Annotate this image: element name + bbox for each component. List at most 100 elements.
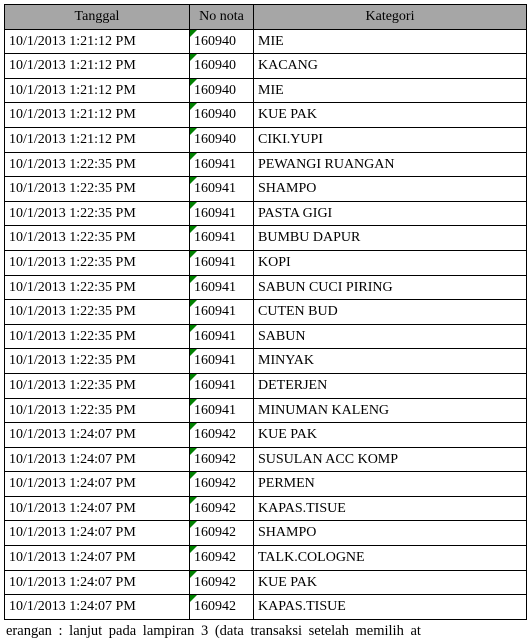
cell-date: 10/1/2013 1:21:12 PM xyxy=(5,103,190,128)
table-row: 10/1/2013 1:21:12 PM160940MIE xyxy=(5,78,527,103)
cell-nota: 160941 xyxy=(190,349,254,374)
cell-category: MINUMAN KALENG xyxy=(254,398,527,423)
cell-category: KAPAS.TISUE xyxy=(254,595,527,620)
cell-date: 10/1/2013 1:22:35 PM xyxy=(5,275,190,300)
cell-nota: 160940 xyxy=(190,103,254,128)
table-row: 10/1/2013 1:24:07 PM160942PERMEN xyxy=(5,472,527,497)
header-category: Kategori xyxy=(254,5,527,30)
cell-category: MIE xyxy=(254,78,527,103)
cell-category: DETERJEN xyxy=(254,373,527,398)
table-row: 10/1/2013 1:21:12 PM160940CIKI.YUPI xyxy=(5,127,527,152)
cell-nota: 160940 xyxy=(190,127,254,152)
cell-nota: 160941 xyxy=(190,398,254,423)
cell-category: PEWANGI RUANGAN xyxy=(254,152,527,177)
cell-nota: 160941 xyxy=(190,177,254,202)
cell-category: SUSULAN ACC KOMP xyxy=(254,447,527,472)
cell-category: KUE PAK xyxy=(254,423,527,448)
cell-date: 10/1/2013 1:21:12 PM xyxy=(5,127,190,152)
table-row: 10/1/2013 1:21:12 PM160940KACANG xyxy=(5,54,527,79)
table-row: 10/1/2013 1:21:12 PM160940MIE xyxy=(5,29,527,54)
cell-date: 10/1/2013 1:24:07 PM xyxy=(5,423,190,448)
cell-nota: 160942 xyxy=(190,447,254,472)
cell-date: 10/1/2013 1:24:07 PM xyxy=(5,472,190,497)
cell-category: CUTEN BUD xyxy=(254,300,527,325)
cell-category: KUE PAK xyxy=(254,103,527,128)
footer-caption: erangan : lanjut pada lampiran 3 (data t… xyxy=(4,623,526,640)
cell-date: 10/1/2013 1:22:35 PM xyxy=(5,300,190,325)
cell-nota: 160941 xyxy=(190,275,254,300)
cell-date: 10/1/2013 1:21:12 PM xyxy=(5,29,190,54)
cell-category: BUMBU DAPUR xyxy=(254,226,527,251)
table-row: 10/1/2013 1:22:35 PM160941PEWANGI RUANGA… xyxy=(5,152,527,177)
cell-date: 10/1/2013 1:22:35 PM xyxy=(5,177,190,202)
cell-nota: 160942 xyxy=(190,546,254,571)
cell-date: 10/1/2013 1:22:35 PM xyxy=(5,349,190,374)
cell-nota: 160942 xyxy=(190,521,254,546)
cell-date: 10/1/2013 1:22:35 PM xyxy=(5,373,190,398)
table-row: 10/1/2013 1:24:07 PM160942KAPAS.TISUE xyxy=(5,595,527,620)
cell-nota: 160941 xyxy=(190,373,254,398)
cell-category: KOPI xyxy=(254,250,527,275)
cell-nota: 160941 xyxy=(190,226,254,251)
table-row: 10/1/2013 1:24:07 PM160942KUE PAK xyxy=(5,423,527,448)
table-row: 10/1/2013 1:24:07 PM160942SHAMPO xyxy=(5,521,527,546)
cell-date: 10/1/2013 1:22:35 PM xyxy=(5,324,190,349)
cell-date: 10/1/2013 1:21:12 PM xyxy=(5,78,190,103)
cell-category: SHAMPO xyxy=(254,177,527,202)
cell-date: 10/1/2013 1:22:35 PM xyxy=(5,226,190,251)
cell-nota: 160942 xyxy=(190,570,254,595)
cell-date: 10/1/2013 1:24:07 PM xyxy=(5,521,190,546)
table-row: 10/1/2013 1:22:35 PM160941SHAMPO xyxy=(5,177,527,202)
cell-category: KAPAS.TISUE xyxy=(254,496,527,521)
table-header-row: Tanggal No nota Kategori xyxy=(5,5,527,30)
cell-category: SHAMPO xyxy=(254,521,527,546)
table-row: 10/1/2013 1:22:35 PM160941MINUMAN KALENG xyxy=(5,398,527,423)
table-row: 10/1/2013 1:22:35 PM160941SABUN xyxy=(5,324,527,349)
cell-nota: 160941 xyxy=(190,324,254,349)
cell-category: PASTA GIGI xyxy=(254,201,527,226)
cell-date: 10/1/2013 1:24:07 PM xyxy=(5,595,190,620)
cell-nota: 160940 xyxy=(190,54,254,79)
table-row: 10/1/2013 1:22:35 PM160941MINYAK xyxy=(5,349,527,374)
header-date: Tanggal xyxy=(5,5,190,30)
cell-date: 10/1/2013 1:21:12 PM xyxy=(5,54,190,79)
table-row: 10/1/2013 1:24:07 PM160942KUE PAK xyxy=(5,570,527,595)
cell-category: KUE PAK xyxy=(254,570,527,595)
cell-category: MINYAK xyxy=(254,349,527,374)
cell-category: MIE xyxy=(254,29,527,54)
table-row: 10/1/2013 1:22:35 PM160941CUTEN BUD xyxy=(5,300,527,325)
cell-date: 10/1/2013 1:22:35 PM xyxy=(5,201,190,226)
table-row: 10/1/2013 1:22:35 PM160941DETERJEN xyxy=(5,373,527,398)
cell-nota: 160941 xyxy=(190,300,254,325)
cell-nota: 160942 xyxy=(190,496,254,521)
cell-date: 10/1/2013 1:24:07 PM xyxy=(5,570,190,595)
cell-date: 10/1/2013 1:22:35 PM xyxy=(5,250,190,275)
cell-category: CIKI.YUPI xyxy=(254,127,527,152)
table-row: 10/1/2013 1:22:35 PM160941KOPI xyxy=(5,250,527,275)
cell-nota: 160942 xyxy=(190,472,254,497)
cell-nota: 160940 xyxy=(190,78,254,103)
cell-category: TALK.COLOGNE xyxy=(254,546,527,571)
table-body: 10/1/2013 1:21:12 PM160940MIE10/1/2013 1… xyxy=(5,29,527,619)
cell-category: KACANG xyxy=(254,54,527,79)
table-row: 10/1/2013 1:21:12 PM160940KUE PAK xyxy=(5,103,527,128)
table-row: 10/1/2013 1:24:07 PM160942KAPAS.TISUE xyxy=(5,496,527,521)
table-row: 10/1/2013 1:24:07 PM160942TALK.COLOGNE xyxy=(5,546,527,571)
cell-date: 10/1/2013 1:22:35 PM xyxy=(5,152,190,177)
cell-nota: 160941 xyxy=(190,201,254,226)
header-nota: No nota xyxy=(190,5,254,30)
cell-category: PERMEN xyxy=(254,472,527,497)
cell-nota: 160942 xyxy=(190,423,254,448)
cell-nota: 160940 xyxy=(190,29,254,54)
cell-category: SABUN CUCI PIRING xyxy=(254,275,527,300)
cell-nota: 160942 xyxy=(190,595,254,620)
cell-nota: 160941 xyxy=(190,250,254,275)
table-row: 10/1/2013 1:22:35 PM160941BUMBU DAPUR xyxy=(5,226,527,251)
cell-date: 10/1/2013 1:24:07 PM xyxy=(5,496,190,521)
table-row: 10/1/2013 1:24:07 PM160942SUSULAN ACC KO… xyxy=(5,447,527,472)
transaction-table: Tanggal No nota Kategori 10/1/2013 1:21:… xyxy=(4,4,527,620)
table-row: 10/1/2013 1:22:35 PM160941PASTA GIGI xyxy=(5,201,527,226)
cell-category: SABUN xyxy=(254,324,527,349)
cell-nota: 160941 xyxy=(190,152,254,177)
cell-date: 10/1/2013 1:22:35 PM xyxy=(5,398,190,423)
